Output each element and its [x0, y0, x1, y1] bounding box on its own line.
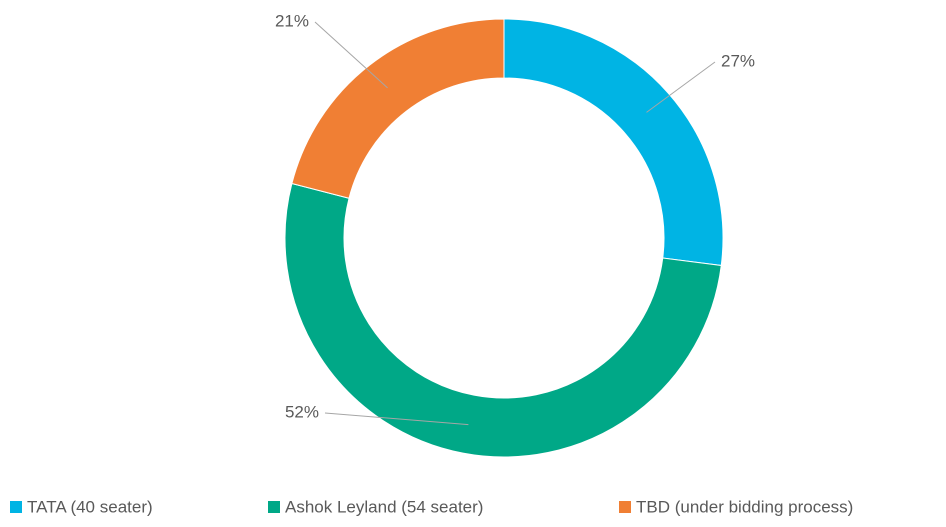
legend-swatch	[268, 501, 280, 513]
donut-slice	[291, 18, 505, 199]
legend-swatch	[10, 501, 22, 513]
data-label: 21%	[275, 11, 309, 30]
legend-label: TBD (under bidding process)	[636, 497, 853, 516]
leader-line	[314, 21, 388, 89]
data-label: 27%	[721, 51, 755, 70]
donut-slice	[503, 18, 724, 267]
leader-line	[646, 61, 716, 113]
data-label: 52%	[285, 402, 319, 421]
legend-swatch	[619, 501, 631, 513]
leader-line	[324, 412, 469, 426]
legend-label: TATA (40 seater)	[27, 497, 153, 516]
donut-slice	[284, 182, 722, 458]
legend-label: Ashok Leyland (54 seater)	[285, 497, 483, 516]
